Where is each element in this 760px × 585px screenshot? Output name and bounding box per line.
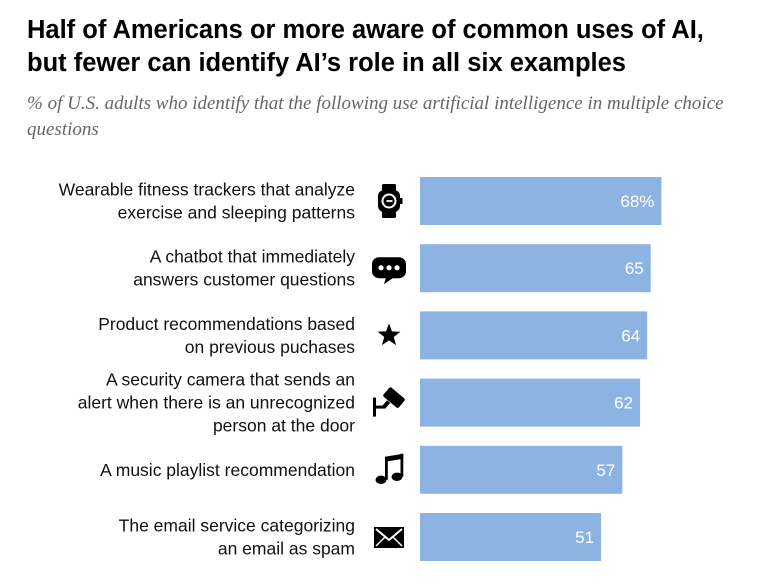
bar-row: 65 A chatbot that immediately answers cust… <box>133 244 651 293</box>
category-label-line: on previous puchases <box>185 337 355 357</box>
star-icon <box>377 323 401 346</box>
category-label: The email service categorizing an email a… <box>119 516 355 559</box>
category-label-line: Wearable fitness trackers that analyze <box>59 180 355 200</box>
category-label-line: The email service categorizing <box>119 516 355 536</box>
bar <box>420 378 641 427</box>
smartwatch-icon <box>378 184 403 218</box>
category-label-line: A music playlist recommendation <box>100 460 355 480</box>
category-label: A chatbot that immediately answers custom… <box>133 247 355 290</box>
chart-subtitle: % of U.S. adults who identify that the f… <box>27 93 724 140</box>
bar-value-label: 64 <box>621 326 640 345</box>
bar-value-label: 62 <box>614 394 633 413</box>
bar-row: 68% Wearable fitness trackers that analyz… <box>59 177 662 225</box>
category-label: Wearable fitness trackers that analyze ex… <box>59 180 356 223</box>
category-label: A music playlist recommendation <box>100 460 355 480</box>
bar-value-label: 65 <box>625 259 644 278</box>
bar-row: 57 A music playlist recommendation <box>100 445 623 494</box>
category-label: Product recommendations based on previous… <box>98 314 355 357</box>
music-note-icon <box>375 453 404 484</box>
envelope-icon <box>374 527 404 548</box>
bar-value-label: 68% <box>620 192 654 211</box>
bar-value-label: 57 <box>596 461 615 480</box>
chart-title: Half of Americans or more aware of commo… <box>27 16 704 77</box>
category-label-line: person at the door <box>213 416 355 436</box>
category-label-line: an email as spam <box>218 539 355 559</box>
category-label: A security camera that sends an alert whe… <box>78 370 355 436</box>
category-label-line: A chatbot that immediately <box>150 247 355 267</box>
security-camera-icon <box>373 387 405 417</box>
category-label-line: A security camera that sends an <box>106 370 355 390</box>
bar <box>420 311 648 360</box>
bar <box>420 513 602 561</box>
bar <box>420 244 651 293</box>
category-label-line: exercise and sleeping patterns <box>118 203 356 223</box>
bar-row: 64 Product recommendations based on previo… <box>98 311 648 360</box>
bar-value-label: 51 <box>575 528 594 547</box>
bar <box>420 177 662 225</box>
bar-row: 51 The email service categorizing an email… <box>119 513 602 561</box>
category-label-line: Product recommendations based <box>98 314 355 334</box>
bar <box>420 445 623 494</box>
category-label-line: answers customer questions <box>133 270 355 290</box>
chat-bubble-icon <box>372 257 406 285</box>
category-label-line: alert when there is an unrecognized <box>78 393 355 413</box>
bar-row: 62 A security camera that sends an alert w… <box>78 370 641 436</box>
